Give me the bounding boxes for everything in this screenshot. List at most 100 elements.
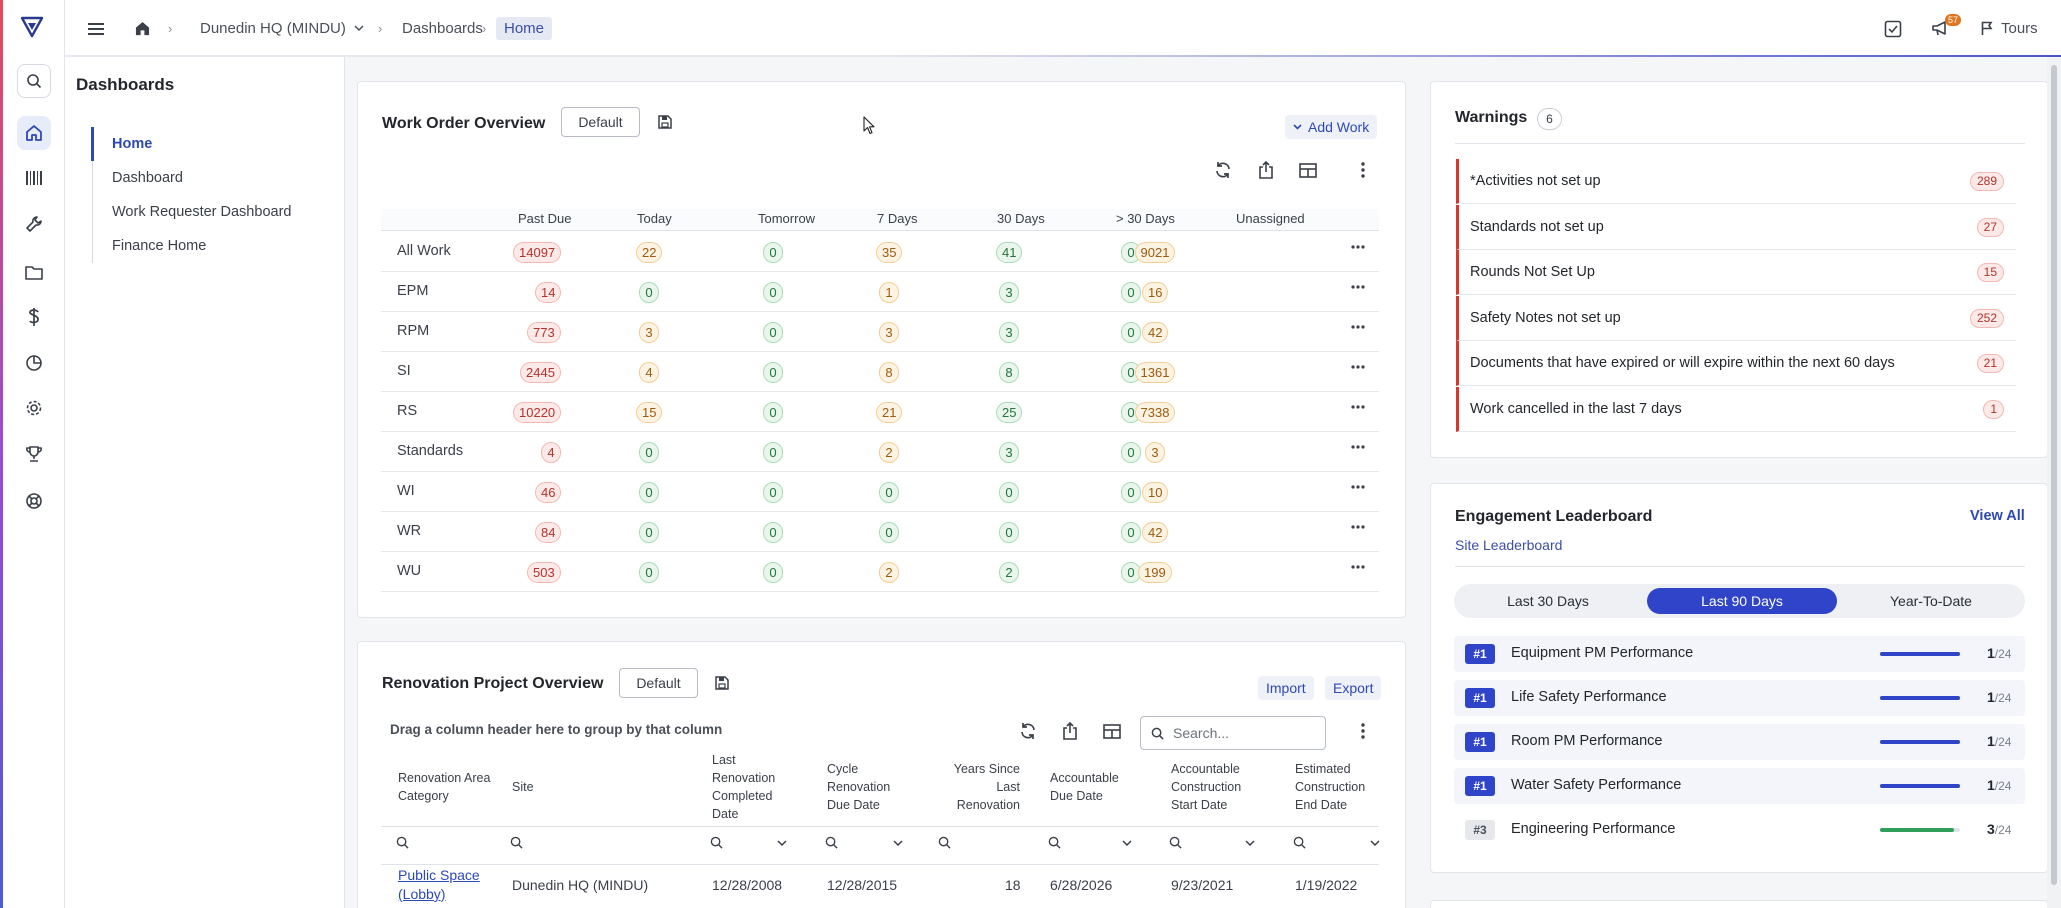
count-pill[interactable]: 0 [763,482,783,503]
count-pill[interactable]: 1361 [1134,362,1176,383]
column-filter-search-icon[interactable] [510,836,523,858]
count-pill[interactable]: 41 [996,242,1023,263]
row-more-icon[interactable] [1351,245,1365,249]
row-more-icon[interactable] [1351,525,1365,529]
warning-item[interactable]: Documents that have expired or will expi… [1456,341,2016,386]
count-pill[interactable]: 0 [763,282,783,303]
col-estimated-construction-end[interactable]: Estimated Construction End Date [1295,762,1366,812]
wrench-icon[interactable] [17,207,51,241]
col-accountable-due-date[interactable]: Accountable Due Date [1050,771,1119,803]
col-over-30-days[interactable]: > 30 Days [1116,211,1175,226]
renovation-default-view-button[interactable]: Default [619,668,698,698]
count-pill[interactable]: 0 [1121,522,1141,543]
row-more-icon[interactable] [1351,565,1365,569]
row-label[interactable]: WU [397,563,422,579]
home-icon[interactable] [17,116,51,150]
count-pill[interactable]: 0 [763,402,783,423]
filter-chevron-down-icon[interactable] [777,840,787,862]
count-pill[interactable]: 42 [1142,322,1169,343]
breadcrumb-current[interactable]: Home [496,17,553,40]
tours-button[interactable]: Tours [1981,0,2038,57]
row-label[interactable]: RS [397,403,418,419]
refresh-icon[interactable] [1212,159,1234,181]
add-work-button[interactable]: Add Work [1285,115,1378,139]
col-tomorrow[interactable]: Tomorrow [758,211,816,226]
column-filter-search-icon[interactable] [938,836,951,858]
count-pill[interactable]: 84 [535,522,562,543]
count-pill[interactable]: 0 [879,522,899,543]
row-label[interactable]: SI [397,363,411,379]
breadcrumb-home-icon[interactable] [135,0,150,57]
count-pill[interactable]: 0 [999,482,1019,503]
announcements-megaphone-icon[interactable]: 57 [1931,0,1962,57]
count-pill[interactable]: 199 [1138,562,1172,583]
warning-item[interactable]: Safety Notes not set up 252 [1456,295,2016,341]
save-view-icon[interactable] [711,672,733,694]
col-site[interactable]: Site [512,780,534,794]
count-pill[interactable]: 22 [636,242,663,263]
layout-columns-icon[interactable] [1101,720,1123,742]
tab-last-30-days[interactable]: Last 30 Days [1507,593,1589,609]
trophy-icon[interactable] [17,437,51,471]
tab-year-to-date[interactable]: Year-To-Date [1890,593,1972,609]
renovation-category-link[interactable]: Public Space (Lobby) [398,866,493,904]
column-filter-search-icon[interactable] [1293,836,1306,858]
page-scrollbar[interactable] [2047,57,2061,908]
count-pill[interactable]: 0 [639,522,659,543]
count-pill[interactable]: 0 [763,442,783,463]
count-pill[interactable]: 0 [639,282,659,303]
count-pill[interactable]: 0 [1121,442,1141,463]
column-filter-search-icon[interactable] [396,836,409,858]
col-past-due[interactable]: Past Due [518,211,572,226]
breadcrumb-dashboards[interactable]: Dashboards [402,20,483,37]
share-export-icon[interactable] [1255,159,1277,181]
pie-chart-icon[interactable] [17,346,51,380]
warning-item[interactable]: Work cancelled in the last 7 days 1 [1456,386,2016,432]
row-label[interactable]: WR [397,523,422,539]
count-pill[interactable]: 0 [763,522,783,543]
row-more-icon[interactable] [1351,285,1365,289]
tasks-checkbox-icon[interactable] [1884,0,1902,57]
col-unassigned[interactable]: Unassigned [1236,211,1305,226]
filter-chevron-down-icon[interactable] [1245,840,1255,862]
dollar-icon[interactable] [17,300,51,334]
dashboard-nav-finance-home[interactable]: Finance Home [112,238,207,254]
row-more-icon[interactable] [1351,325,1365,329]
view-all-link[interactable]: View All [1970,508,2025,524]
count-pill[interactable]: 0 [999,522,1019,543]
row-label[interactable]: All Work [397,243,451,259]
folder-icon[interactable] [17,255,51,289]
dashboard-nav-dashboard[interactable]: Dashboard [112,170,183,186]
row-label[interactable]: RPM [397,323,430,339]
col-renovation-area-category[interactable]: Renovation Area Category [398,771,491,803]
count-pill[interactable]: 2445 [520,362,561,383]
count-pill[interactable]: 10220 [513,402,562,423]
count-pill[interactable]: 4 [541,442,561,463]
more-vertical-icon[interactable] [1352,720,1374,742]
count-pill[interactable]: 0 [763,362,783,383]
count-pill[interactable]: 42 [1142,522,1169,543]
count-pill[interactable]: 9021 [1134,242,1176,263]
count-pill[interactable]: 3 [639,322,659,343]
tab-last-90-days[interactable]: Last 90 Days [1647,588,1837,614]
count-pill[interactable]: 3 [999,442,1019,463]
count-pill[interactable]: 3 [999,282,1019,303]
count-pill[interactable]: 14 [535,282,562,303]
help-lifebuoy-icon[interactable] [17,484,51,518]
count-pill[interactable]: 46 [535,482,562,503]
row-more-icon[interactable] [1351,445,1365,449]
col-years-since-last-renovation[interactable]: Years Since Last Renovation [953,762,1020,812]
export-button[interactable]: Export [1325,676,1382,700]
count-pill[interactable]: 10 [1142,482,1169,503]
count-pill[interactable]: 2 [879,442,899,463]
count-pill[interactable]: 0 [763,562,783,583]
count-pill[interactable]: 16 [1142,282,1169,303]
warning-item[interactable]: *Activities not set up 289 [1456,159,2016,204]
column-filter-search-icon[interactable] [710,836,723,858]
col-cycle-renovation-due[interactable]: Cycle Renovation Due Date [827,762,891,812]
count-pill[interactable]: 3 [879,322,899,343]
dashboard-nav-home[interactable]: Home [90,127,291,161]
count-pill[interactable]: 4 [639,362,659,383]
leaderboard-entry[interactable]: #1 Water Safety Performance 1/24 [1454,768,2025,804]
category-link-text[interactable]: Public Space (Lobby) [398,867,480,902]
